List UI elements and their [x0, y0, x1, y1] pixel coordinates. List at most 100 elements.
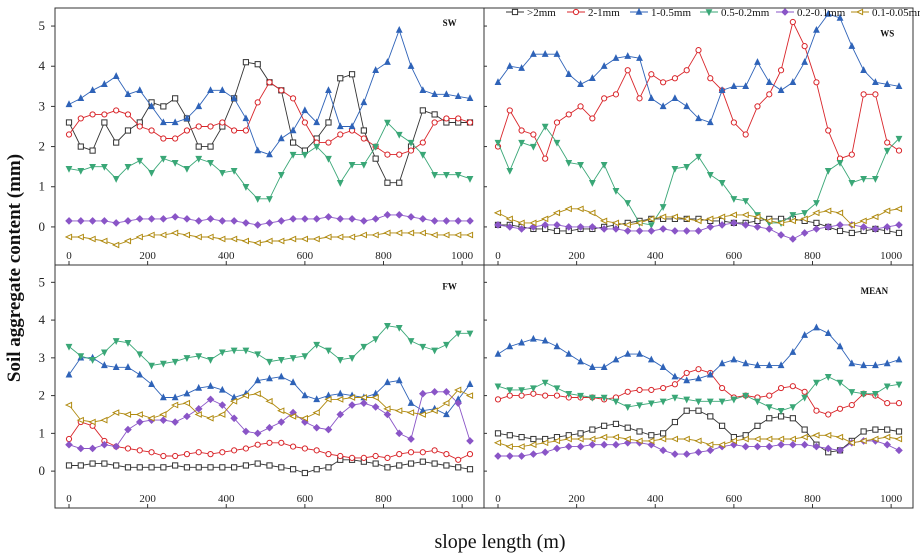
- data-point: [218, 411, 226, 418]
- data-point: [658, 435, 667, 443]
- data-point: [884, 400, 891, 407]
- data-point: [241, 392, 250, 399]
- y-tick-label: 4: [39, 58, 46, 73]
- data-point: [101, 460, 108, 467]
- data-point: [324, 395, 332, 403]
- data-point: [466, 330, 474, 338]
- data-point: [396, 179, 403, 186]
- data-point: [289, 215, 297, 223]
- data-point: [683, 369, 690, 377]
- data-point: [671, 372, 679, 380]
- series-line: [497, 13, 900, 124]
- data-point: [76, 233, 84, 241]
- data-point: [706, 446, 715, 455]
- data-point: [730, 219, 738, 227]
- y-axis-label: Soil aggregate content (mm): [4, 154, 25, 382]
- data-point: [623, 227, 632, 235]
- data-point: [683, 407, 690, 414]
- series-0-2-0-1mm-ws: [494, 219, 903, 243]
- data-point: [466, 217, 474, 225]
- data-point: [895, 229, 903, 237]
- data-point: [229, 397, 238, 405]
- data-point: [859, 223, 868, 231]
- data-point: [871, 435, 879, 443]
- data-point: [883, 440, 892, 449]
- y-tick-label: 0: [39, 219, 46, 234]
- data-point: [718, 384, 726, 392]
- data-point: [824, 329, 832, 337]
- series-1-0-5mm-sw: [65, 25, 474, 158]
- series-line: [497, 20, 900, 160]
- x-axis-label: slope length (m): [434, 531, 565, 553]
- data-point: [443, 171, 450, 179]
- data-point: [505, 223, 514, 231]
- data-point: [419, 389, 427, 398]
- data-point: [730, 119, 737, 126]
- data-point: [148, 449, 155, 456]
- data-point: [576, 435, 584, 443]
- data-point: [159, 360, 167, 368]
- data-point: [100, 237, 108, 245]
- data-point: [565, 349, 573, 357]
- data-point: [183, 165, 191, 173]
- data-point: [730, 396, 738, 404]
- data-point: [336, 215, 345, 223]
- data-point: [336, 357, 344, 364]
- data-point: [624, 424, 631, 431]
- x-tick-label: 400: [647, 493, 664, 505]
- data-point: [695, 374, 702, 382]
- data-point: [765, 78, 773, 85]
- data-point: [466, 176, 474, 183]
- data-point: [206, 395, 215, 404]
- data-point: [325, 86, 332, 94]
- data-point: [529, 450, 538, 458]
- data-point: [183, 355, 191, 362]
- data-point: [347, 233, 356, 241]
- data-point: [682, 227, 691, 235]
- data-point: [847, 439, 855, 447]
- data-point: [136, 86, 144, 94]
- data-point: [860, 91, 867, 98]
- data-point: [895, 135, 903, 143]
- data-point: [753, 223, 762, 231]
- data-point: [443, 90, 450, 98]
- series-0-1-0-05mm-fw: [64, 386, 474, 426]
- data-point: [529, 143, 537, 151]
- data-point: [777, 231, 785, 239]
- data-point: [648, 386, 655, 394]
- data-point: [124, 340, 132, 347]
- data-point: [183, 412, 191, 421]
- data-point: [419, 139, 426, 146]
- data-point: [112, 176, 120, 183]
- data-point: [801, 210, 809, 217]
- data-point: [718, 422, 726, 429]
- data-point: [742, 198, 750, 205]
- data-point: [230, 414, 238, 423]
- data-point: [265, 237, 273, 245]
- legend-entry-gt2mm: >2mm: [506, 7, 556, 19]
- data-point: [289, 151, 297, 159]
- data-point: [706, 171, 714, 179]
- data-point: [612, 420, 620, 428]
- data-point: [518, 387, 525, 395]
- data-point: [207, 451, 214, 458]
- data-point: [253, 221, 262, 229]
- data-point: [895, 428, 903, 435]
- data-point: [135, 411, 143, 418]
- data-point: [623, 435, 631, 443]
- data-point: [124, 363, 132, 370]
- data-point: [671, 381, 679, 388]
- x-tick-label: 600: [297, 250, 314, 262]
- data-point: [242, 219, 250, 227]
- data-point: [124, 90, 132, 98]
- data-point: [336, 122, 344, 130]
- chart-legend: >2mm 2-1mm 1-0.5mm 0.5-0.2mm 0.2-0.1mm 0.1-0.…: [506, 7, 920, 19]
- data-point: [360, 343, 368, 351]
- data-point: [494, 349, 502, 357]
- data-point: [589, 426, 596, 433]
- data-point: [800, 229, 809, 237]
- data-point: [148, 464, 155, 471]
- data-point: [648, 71, 655, 78]
- data-point: [601, 422, 608, 429]
